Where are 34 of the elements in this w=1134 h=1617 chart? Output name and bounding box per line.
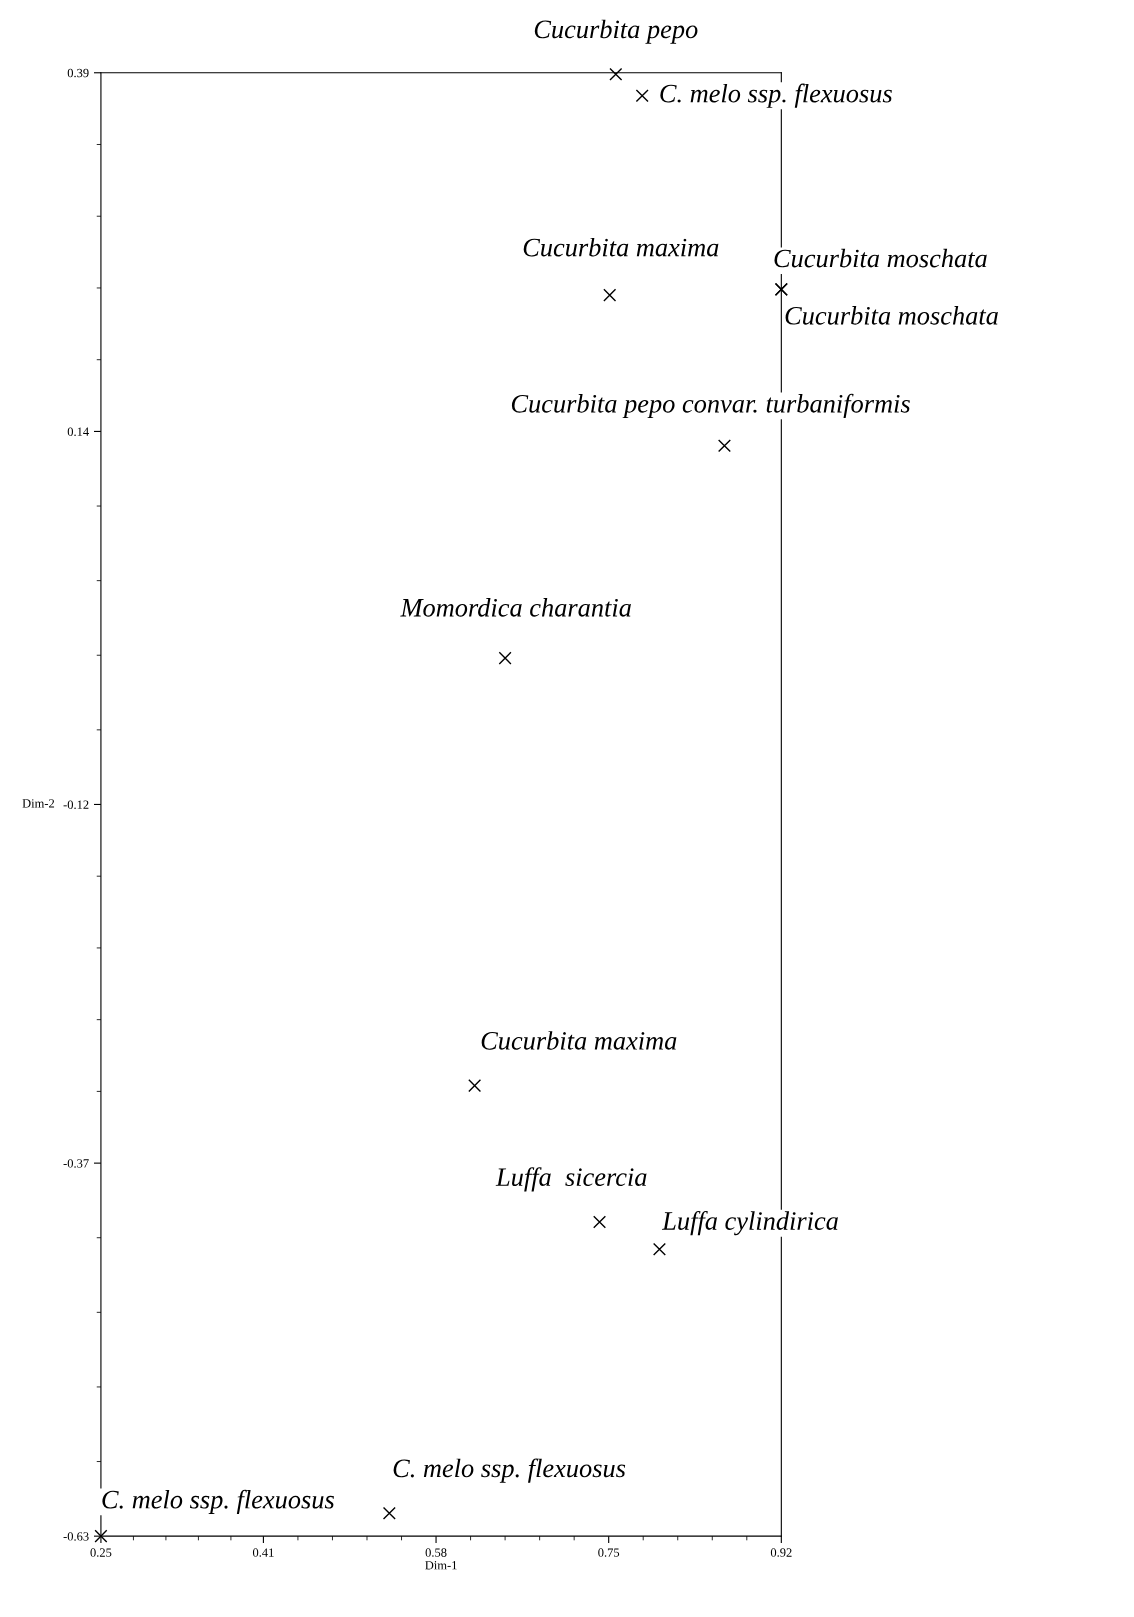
point (635, 89, 649, 103)
x-tick-label: 0.25 (90, 1548, 112, 1557)
annotation: Momordica charantia (400, 598, 631, 617)
x-tick-label: 0.92 (770, 1548, 792, 1557)
y-tick-label: 0.39 (67, 68, 89, 78)
annotation: Cucurbita maxima (523, 237, 719, 257)
x-tick-label: 0.41 (252, 1548, 274, 1557)
annotation: Luffa cylindirica (661, 1211, 838, 1236)
annotation: Cucurbita pepo convar. turbaniformis (511, 393, 910, 419)
point (652, 1242, 666, 1256)
annotation: Cucurbita maxima (481, 1031, 677, 1050)
point (382, 1506, 396, 1520)
x-tick-label: 0.75 (598, 1548, 620, 1557)
y-axis-title: Dim-2 (22, 799, 55, 808)
annotation: Cucurbita pepo (534, 19, 698, 44)
point (593, 1215, 607, 1229)
annotation: C. melo ssp. flexuosus (102, 1489, 334, 1514)
annotation: C. melo ssp. flexuosus (660, 83, 892, 108)
y-tick-label: -0.12 (63, 800, 89, 809)
y-tick-label: -0.37 (63, 1159, 89, 1168)
y-tick-label: 0.14 (67, 427, 89, 436)
point (94, 1529, 108, 1543)
x-tick-label: 0.58 (425, 1548, 447, 1557)
annotation: Luffa sicercia (495, 1167, 647, 1192)
point (717, 439, 731, 453)
annotation: C. melo ssp. flexuosus (393, 1458, 626, 1483)
point (468, 1079, 482, 1093)
point (498, 651, 512, 665)
annotation: Cucurbita moschata (785, 306, 998, 325)
point (609, 67, 623, 81)
x-axis-title: Dim-1 (425, 1561, 457, 1570)
annotation: Cucurbita moschata (774, 248, 987, 268)
point (603, 288, 617, 302)
y-tick-label: -0.63 (63, 1532, 89, 1541)
